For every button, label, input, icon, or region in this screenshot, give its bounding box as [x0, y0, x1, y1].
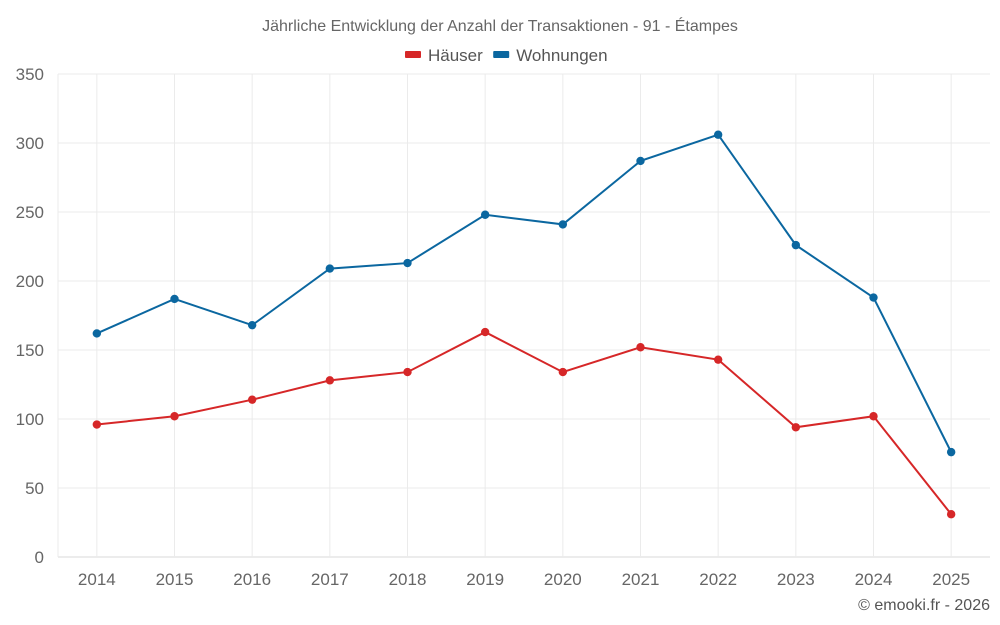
- legend-swatch: [405, 51, 421, 58]
- data-point[interactable]: [946, 447, 956, 457]
- data-point[interactable]: [713, 130, 723, 139]
- x-tick-label: 2018: [389, 570, 427, 589]
- x-tick-label: 2025: [932, 570, 970, 589]
- y-tick-label: 50: [25, 479, 44, 498]
- legend-label: Häuser: [428, 46, 483, 65]
- x-tick-label: 2016: [233, 570, 271, 589]
- data-point[interactable]: [325, 376, 335, 385]
- legend-swatch: [493, 51, 510, 58]
- legend: Häuser Wohnungen: [405, 46, 608, 65]
- data-point[interactable]: [92, 329, 102, 338]
- data-point[interactable]: [480, 327, 490, 337]
- data-point[interactable]: [558, 220, 568, 229]
- data-point[interactable]: [403, 367, 412, 377]
- x-tick-label: 2024: [855, 570, 893, 589]
- series-line: [96, 330, 952, 515]
- data-point[interactable]: [636, 156, 645, 166]
- x-axis: 2014 2015 2016 2017 2018 2019 2020 2021 2022 2023…: [78, 570, 970, 589]
- y-tick-label: 300: [16, 134, 44, 153]
- x-tick-label: 2020: [544, 570, 582, 589]
- y-tick-label: 250: [16, 203, 44, 222]
- data-point[interactable]: [946, 510, 956, 519]
- data-point[interactable]: [170, 294, 179, 304]
- data-point[interactable]: [170, 412, 179, 421]
- series-wohnungen: [92, 130, 956, 457]
- gridlines: [57, 73, 990, 558]
- y-tick-label: 350: [16, 65, 44, 84]
- x-tick-label: 2021: [622, 570, 660, 589]
- data-point[interactable]: [480, 210, 490, 219]
- series-group: [92, 130, 956, 519]
- y-tick-label: 0: [35, 548, 44, 567]
- data-point[interactable]: [869, 293, 878, 302]
- x-tick-label: 2023: [777, 570, 815, 589]
- y-tick-label: 200: [16, 272, 44, 291]
- data-point[interactable]: [713, 355, 723, 364]
- data-point[interactable]: [247, 320, 257, 330]
- y-tick-label: 100: [16, 410, 44, 429]
- x-tick-label: 2017: [311, 570, 349, 589]
- series-line: [96, 133, 953, 453]
- x-tick-label: 2019: [466, 570, 504, 589]
- data-point[interactable]: [325, 264, 335, 273]
- x-tick-label: 2022: [699, 570, 737, 589]
- data-point[interactable]: [636, 343, 645, 352]
- data-point[interactable]: [869, 412, 878, 421]
- data-point[interactable]: [791, 423, 801, 432]
- data-point[interactable]: [791, 240, 801, 250]
- data-point[interactable]: [558, 367, 568, 377]
- data-point[interactable]: [247, 395, 257, 404]
- legend-item[interactable]: Wohnungen: [493, 46, 608, 65]
- chart-title: Jährliche Entwicklung der Anzahl der Tra…: [262, 16, 738, 35]
- legend-item[interactable]: Häuser: [405, 46, 483, 65]
- credit-text: © emooki.fr - 2026: [858, 597, 990, 614]
- legend-label: Wohnungen: [516, 46, 607, 65]
- y-tick-label: 150: [16, 341, 44, 360]
- data-point[interactable]: [403, 258, 412, 268]
- x-tick-label: 2014: [78, 570, 116, 589]
- series-häuser: [92, 327, 956, 519]
- data-point[interactable]: [92, 420, 102, 429]
- x-tick-label: 2015: [156, 570, 194, 589]
- y-axis: 0 50 100 150 200 250 300 350: [16, 65, 44, 567]
